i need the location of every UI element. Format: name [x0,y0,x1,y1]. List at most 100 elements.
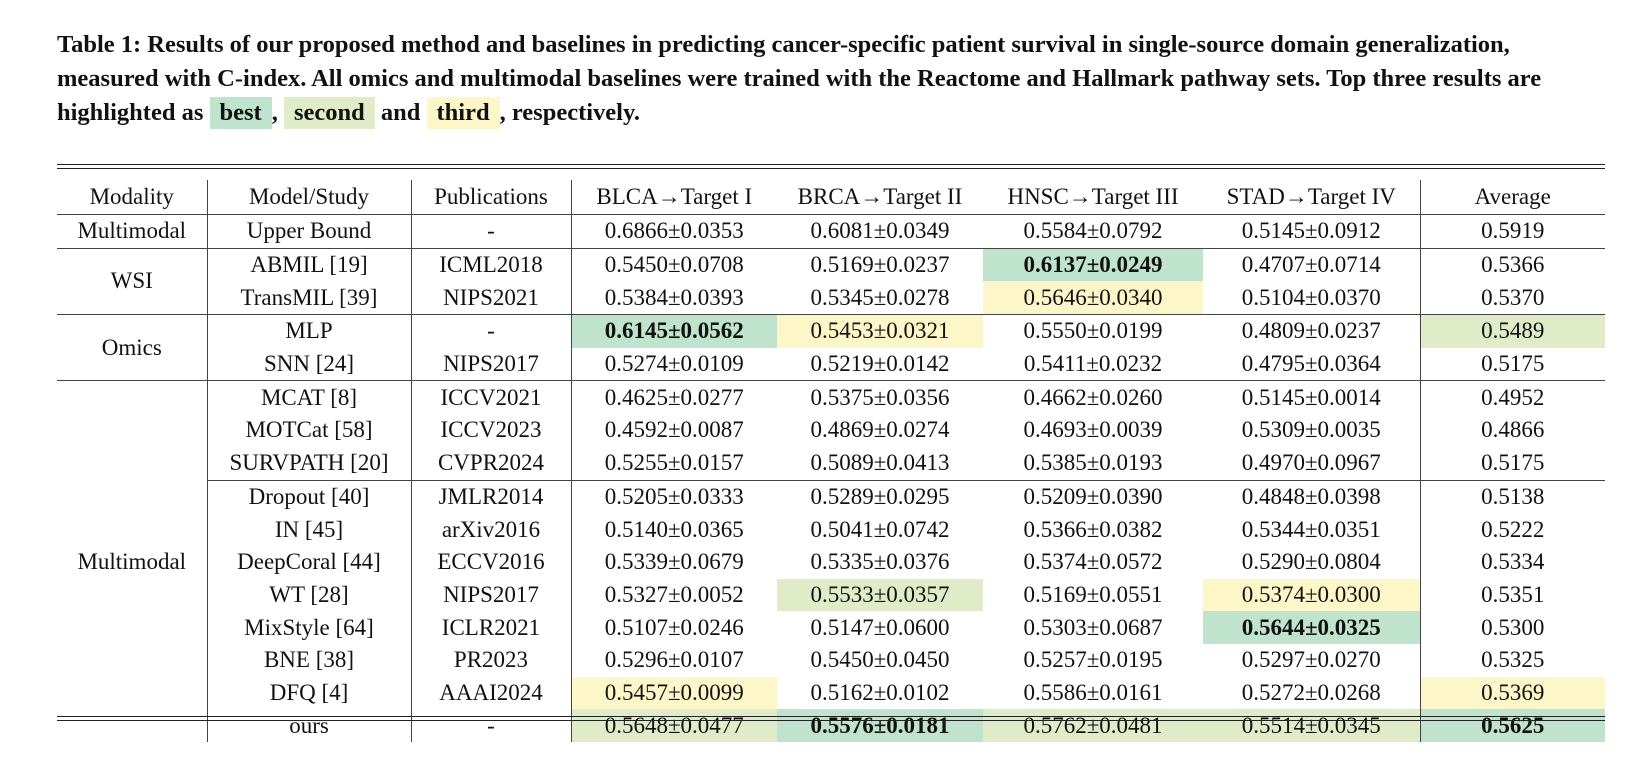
value-cell: 0.5219±0.0142 [810,351,950,377]
modality-cell: Multimodal [57,214,207,249]
model-cell: DFQ [4] [206,676,411,710]
header-brca: BRCA→Target II [797,184,963,209]
value-cell: 0.5145±0.0014 [1203,380,1420,415]
value-cell: 0.6081±0.0349 [777,214,983,249]
modality-cell: Omics [57,314,207,381]
pub-cell: ICML2018 [410,247,571,282]
model-cell: IN [45] [206,513,411,546]
pub-cell: NIPS2021 [410,281,571,315]
value-cell: 0.5257±0.0195 [1023,647,1163,673]
model-cell: MOTCat [58] [206,414,411,447]
value-cell: 0.5297±0.0270 [1241,647,1381,673]
legend-second: second [283,97,375,129]
value-cell: 0.5327±0.0052 [570,578,777,612]
pub-cell: ICLR2021 [410,611,571,644]
header-stad: STAD→Target IV [1226,184,1396,209]
model-cell: MixStyle [64] [206,611,411,644]
value-cell: 0.5344±0.0351 [1241,516,1381,542]
value-cell: 0.5450±0.0708 [570,247,777,282]
model-cell: TransMIL [39] [206,281,411,315]
table-row: SNN [24] NIPS2017 0.5274±0.0109 0.5219±0… [57,347,1605,381]
value-cell: 0.5289±0.0295 [777,479,983,514]
bottom-rule-2 [57,720,1605,721]
value-cell: 0.4795±0.0364 [1241,351,1381,377]
avg-cell: 0.5325 [1419,643,1605,677]
avg-cell: 0.4952 [1419,380,1605,415]
value-cell: 0.5107±0.0246 [570,611,777,644]
pub-cell: - [410,314,571,348]
value-cell: 0.5384±0.0393 [570,281,777,315]
value-cell: 0.5104±0.0370 [1241,284,1381,310]
avg-cell-second: 0.5489 [1419,314,1605,348]
model-cell: SNN [24] [206,347,411,381]
value-cell: 0.5272±0.0268 [1241,679,1381,705]
pub-cell: - [410,214,571,249]
avg-cell-best: 0.5625 [1419,709,1605,742]
table-row: Multimodal MCAT [8] ICCV2021 0.4625±0.02… [57,380,1605,742]
value-cell-third: 0.5646±0.0340 [983,281,1203,315]
value-cell: 0.5145±0.0912 [1203,214,1420,249]
header-row: Modality Model/Study Publications BLCA→T… [57,180,1605,215]
value-cell-best: 0.6137±0.0249 [983,247,1203,282]
value-cell: 0.5041±0.0742 [810,516,950,542]
value-cell: 0.5374±0.0572 [1023,549,1163,575]
value-cell: 0.5209±0.0390 [983,479,1203,514]
pub-cell: AAAI2024 [410,676,571,710]
model-cell: MLP [206,314,411,348]
model-cell: DeepCoral [44] [206,545,411,579]
pub-cell: JMLR2014 [410,479,571,514]
value-cell-third: 0.5453±0.0321 [777,314,983,348]
value-cell-best: 0.5644±0.0325 [1203,611,1420,644]
table-row: Omics MLP - 0.6145±0.0562 0.5453±0.0321 … [57,314,1605,381]
pub-cell: PR2023 [410,643,571,677]
avg-cell: 0.5334 [1419,545,1605,579]
value-cell: 0.5303±0.0687 [1023,614,1163,640]
table-row: Multimodal Upper Bound - 0.6866±0.0353 0… [57,214,1605,249]
value-cell: 0.5450±0.0450 [810,647,950,673]
value-cell: 0.5366±0.0382 [1023,516,1163,542]
value-cell: 0.4592±0.0087 [570,414,777,447]
pub-cell: NIPS2017 [410,578,571,612]
table-row: IN [45] arXiv2016 0.5140±0.0365 0.5041±0… [57,513,1605,546]
pub-cell: NIPS2017 [410,347,571,381]
value-cell: 0.5375±0.0356 [777,380,983,415]
value-cell: 0.4625±0.0277 [570,380,777,415]
legend-best: best [209,97,272,129]
value-cell: 0.5205±0.0333 [570,479,777,514]
caption-and: and [380,99,421,126]
value-cell: 0.5140±0.0365 [570,513,777,546]
header-blca: BLCA→Target I [570,180,777,215]
bottom-rule [57,716,1605,717]
model-cell: Dropout [40] [206,479,411,514]
header-publications: Publications [410,180,571,215]
value-cell-third: 0.5374±0.0300 [1203,578,1420,612]
value-cell: 0.5169±0.0237 [777,247,983,282]
value-cell-second: 0.5648±0.0477 [570,709,777,742]
value-cell: 0.5584±0.0792 [983,214,1203,249]
avg-cell: 0.4866 [1419,414,1605,447]
value-cell: 0.4662±0.0260 [983,380,1203,415]
legend-third: third [426,97,500,129]
avg-cell: 0.5351 [1419,578,1605,612]
modality-cell: WSI [57,247,207,315]
avg-cell: 0.5366 [1419,247,1605,282]
header-modality: Modality [89,184,174,209]
value-cell: 0.4809±0.0237 [1203,314,1420,348]
pub-cell: ECCV2016 [410,545,571,579]
value-cell: 0.5296±0.0107 [570,643,777,677]
pub-cell: CVPR2024 [410,446,571,480]
model-cell: WT [28] [206,578,411,612]
value-cell: 0.5169±0.0551 [1023,581,1163,607]
table-row: SURVPATH [20] CVPR2024 0.5255±0.0157 0.5… [57,446,1605,480]
table-row: MOTCat [58] ICCV2023 0.4592±0.0087 0.486… [57,414,1605,447]
value-cell: 0.5586±0.0161 [1023,679,1163,705]
model-cell: MCAT [8] [206,380,411,415]
value-cell: 0.5309±0.0035 [1241,417,1381,443]
value-cell: 0.5411±0.0232 [1023,351,1163,377]
value-cell: 0.5162±0.0102 [810,679,950,705]
value-cell: 0.5147±0.0600 [810,614,950,640]
pub-cell: ICCV2023 [410,414,571,447]
value-cell: 0.5089±0.0413 [810,450,950,476]
header-average: Average [1419,180,1605,215]
table-row: WT [28] NIPS2017 0.5327±0.0052 0.5533±0.… [57,578,1605,612]
